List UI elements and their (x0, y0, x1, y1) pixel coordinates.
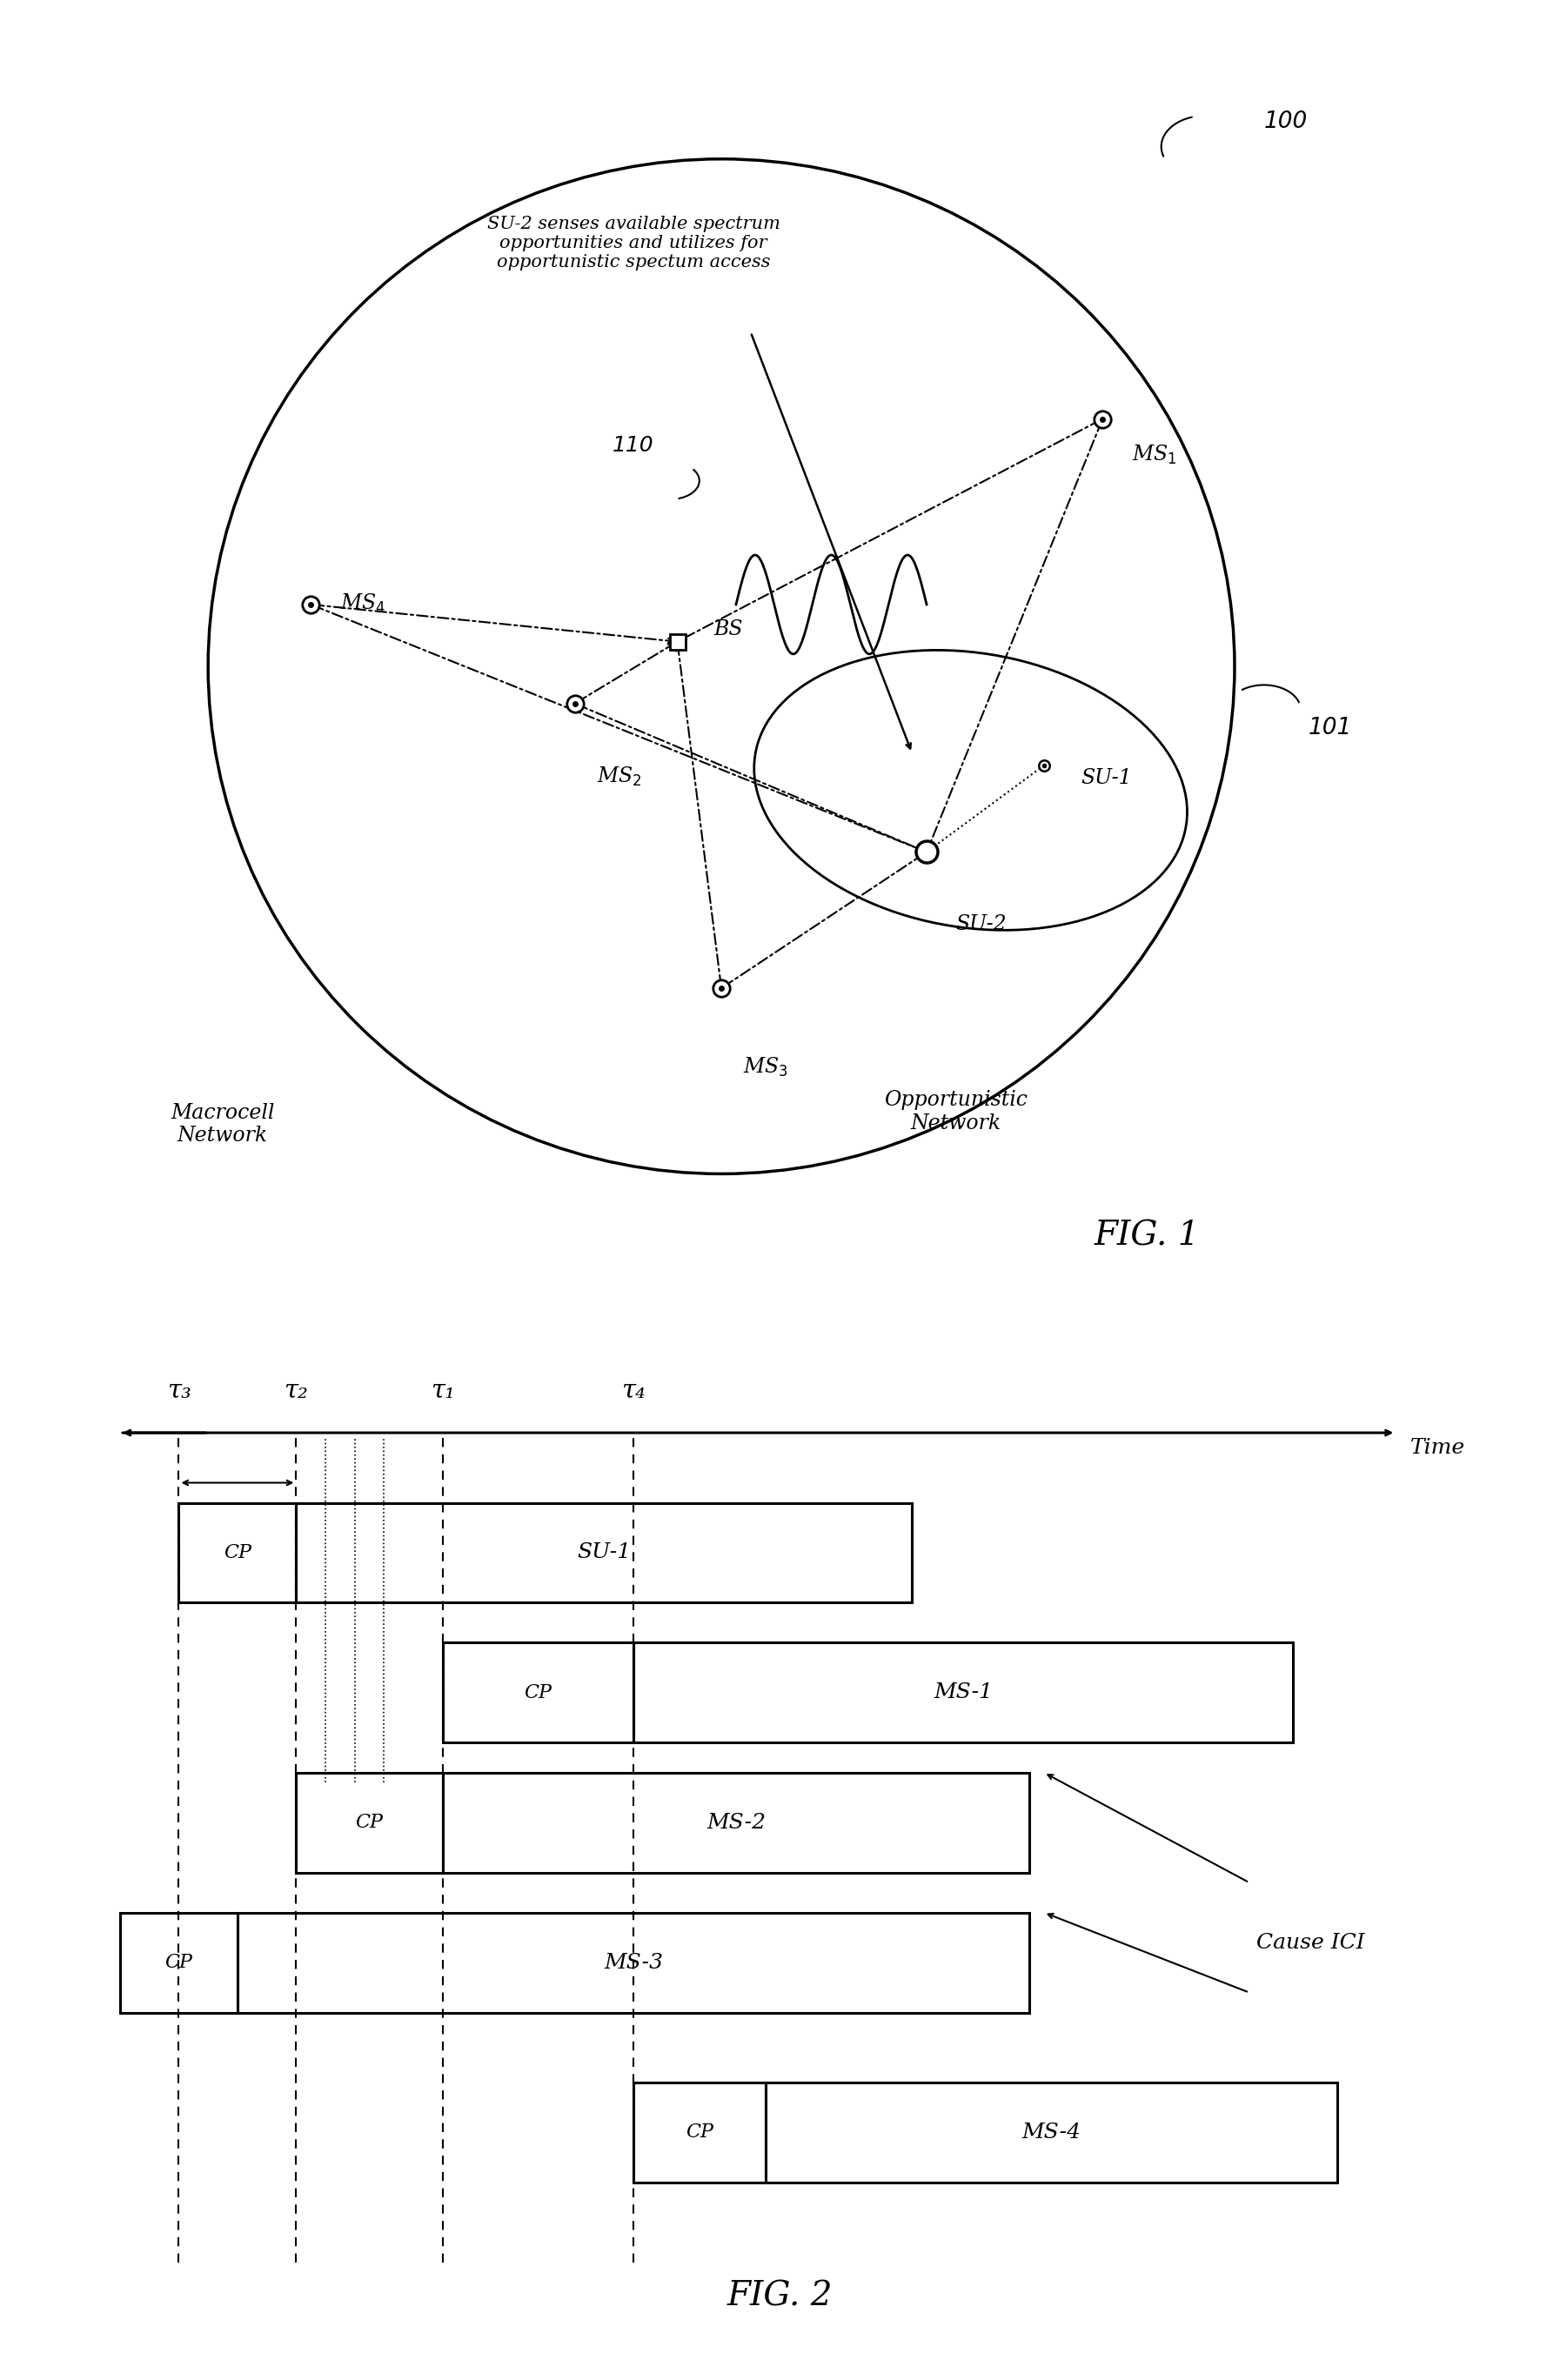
Text: 110: 110 (613, 436, 654, 457)
Text: Time: Time (1410, 1438, 1465, 1459)
Text: SU-1: SU-1 (577, 1542, 632, 1564)
Text: MS$_3$: MS$_3$ (744, 1057, 789, 1078)
Bar (296, 1502, 913, 1602)
Text: CP: CP (685, 2123, 713, 2142)
Text: SU-2: SU-2 (956, 914, 1006, 933)
Text: τ₁: τ₁ (431, 1378, 456, 1402)
Text: MS$_1$: MS$_1$ (1133, 443, 1178, 466)
Bar (296, 1773, 443, 1873)
Text: MS$_4$: MS$_4$ (340, 593, 385, 614)
Text: τ₄: τ₄ (621, 1378, 646, 1402)
Bar (633, 1642, 1293, 1742)
Text: Macrocell
Network: Macrocell Network (172, 1102, 275, 1145)
Text: CP: CP (165, 1954, 193, 1973)
Text: 100: 100 (1264, 109, 1307, 133)
Bar (443, 1642, 633, 1742)
Text: FIG. 1: FIG. 1 (1094, 1219, 1200, 1252)
Bar (633, 2082, 766, 2182)
Text: MS-3: MS-3 (604, 1952, 663, 1973)
Text: BS: BS (714, 619, 743, 640)
Text: CP: CP (356, 1814, 384, 1833)
Bar (120, 1914, 237, 2013)
Text: τ₃: τ₃ (167, 1378, 190, 1402)
Bar (179, 1502, 296, 1602)
Text: MS-2: MS-2 (707, 1814, 766, 1833)
Text: Opportunistic
Network: Opportunistic Network (885, 1090, 1028, 1133)
Text: CP: CP (223, 1542, 251, 1561)
Text: SU-1: SU-1 (1081, 769, 1131, 788)
Text: CP: CP (524, 1683, 552, 1702)
Text: MS$_2$: MS$_2$ (596, 766, 641, 788)
Text: τ₂: τ₂ (284, 1378, 309, 1402)
Text: SU-2 senses available spectrum
opportunities and utilizes for
opportunistic spec: SU-2 senses available spectrum opportuni… (487, 217, 780, 271)
Bar (237, 1914, 1030, 2013)
Text: MS-1: MS-1 (934, 1683, 992, 1702)
Bar (443, 1773, 1030, 1873)
Text: 101: 101 (1307, 716, 1351, 740)
Text: MS-4: MS-4 (1022, 2123, 1081, 2142)
Text: Cause ICI: Cause ICI (1257, 1933, 1365, 1952)
Text: FIG. 2: FIG. 2 (727, 2280, 833, 2313)
Bar (766, 2082, 1337, 2182)
